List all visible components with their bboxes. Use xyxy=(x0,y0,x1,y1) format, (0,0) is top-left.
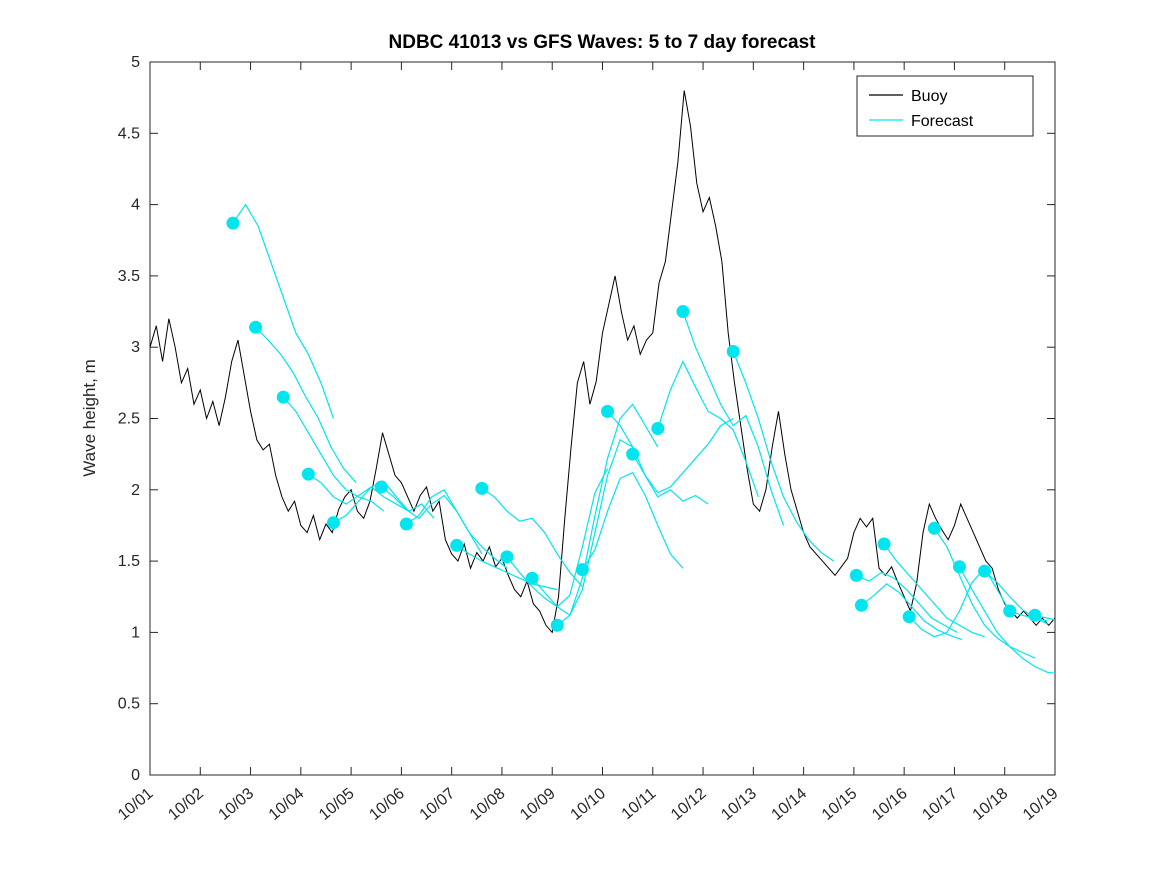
forecast-line xyxy=(531,439,633,617)
x-tick-label: 10/13 xyxy=(718,785,760,824)
x-tick-label: 10/02 xyxy=(165,785,207,824)
forecast-start-marker xyxy=(902,610,916,624)
forecast-start-marker xyxy=(601,404,615,418)
legend-forecast-label: Forecast xyxy=(911,113,974,130)
forecast-lines xyxy=(232,203,1055,674)
y-tick-label: 0.5 xyxy=(118,696,140,713)
forecast-start-marker xyxy=(626,447,640,461)
forecast-start-marker xyxy=(676,305,690,319)
forecast-start-marker xyxy=(927,521,941,535)
forecast-start-marker xyxy=(1028,608,1042,622)
forecast-start-marker xyxy=(327,516,341,530)
forecast-line xyxy=(456,544,558,591)
y-tick-labels: 0 0.5 1 1.5 2 2.5 3 3.5 4 4.5 5 xyxy=(118,54,140,784)
forecast-line xyxy=(406,488,508,569)
x-tick-label: 10/10 xyxy=(567,785,609,824)
x-tick-label: 10/08 xyxy=(467,785,509,824)
forecast-line xyxy=(607,410,709,505)
y-tick-label: 0 xyxy=(131,767,140,784)
forecast-line xyxy=(581,471,684,570)
legend: Buoy Forecast xyxy=(856,75,1034,137)
y-tick-label: 1.5 xyxy=(118,553,140,570)
forecast-start-marker xyxy=(877,537,891,551)
forecast-line xyxy=(632,417,734,494)
forecast-start-marker xyxy=(276,390,290,404)
x-tick-label: 10/05 xyxy=(316,785,358,824)
y-tick-label: 4.5 xyxy=(118,125,140,142)
x-tick-label: 10/12 xyxy=(668,785,710,824)
forecast-start-marker xyxy=(301,467,315,481)
forecast-start-marker xyxy=(726,344,740,358)
series-group xyxy=(150,90,1055,674)
forecast-line xyxy=(481,487,583,588)
forecast-line xyxy=(255,326,357,484)
forecast-line xyxy=(908,567,1011,638)
forecast-line xyxy=(308,473,410,512)
x-tick-label: 10/07 xyxy=(417,785,459,824)
forecast-start-marker xyxy=(575,563,589,577)
forecast-start-marker xyxy=(978,564,992,578)
forecast-start-marker xyxy=(500,550,514,564)
x-tick-label: 10/09 xyxy=(517,785,559,824)
y-tick-label: 3 xyxy=(131,339,140,356)
y-tick-label: 3.5 xyxy=(118,268,140,285)
forecast-start-marker xyxy=(550,618,564,632)
forecast-start-marker xyxy=(1003,604,1017,618)
forecast-start-marker xyxy=(651,421,665,435)
x-tick-labels: 10/01 10/02 10/03 10/04 10/05 10/06 10/07 10/08… xyxy=(115,785,1062,824)
x-tick-label: 10/11 xyxy=(619,785,660,823)
forecast-line xyxy=(282,396,385,512)
y-tick-label: 5 xyxy=(131,54,140,71)
legend-box xyxy=(856,75,1034,137)
forecast-line xyxy=(856,571,958,633)
x-tick-label: 10/15 xyxy=(819,785,861,824)
forecast-line xyxy=(958,566,1055,674)
x-tick-label: 10/14 xyxy=(769,785,811,824)
plot-box xyxy=(149,61,1056,776)
forecast-line xyxy=(883,543,985,638)
y-tick-label: 1 xyxy=(131,624,140,641)
forecast-line xyxy=(657,360,759,498)
y-axis-label: Wave height, m xyxy=(80,359,99,476)
x-tick-label: 10/03 xyxy=(216,785,258,824)
forecast-start-marker xyxy=(952,560,966,574)
x-tick-label: 10/04 xyxy=(266,785,308,824)
y-tick-label: 4 xyxy=(131,197,140,214)
forecast-start-marker xyxy=(226,216,240,230)
forecast-start-marker xyxy=(399,517,413,531)
forecast-start-marker xyxy=(450,538,464,552)
x-tick-label: 10/17 xyxy=(919,785,961,824)
forecast-markers xyxy=(226,216,1042,632)
forecast-start-marker xyxy=(249,320,263,334)
forecast-start-marker xyxy=(849,568,863,582)
forecast-start-marker xyxy=(475,481,489,495)
forecast-line xyxy=(506,468,609,608)
forecast-line xyxy=(682,311,785,526)
forecast-start-marker xyxy=(374,480,388,494)
chart-title: NDBC 41013 vs GFS Waves: 5 to 7 day fore… xyxy=(389,32,817,53)
x-tick-label: 10/01 xyxy=(115,785,157,824)
x-tick-label: 10/18 xyxy=(970,785,1012,824)
forecast-line xyxy=(732,351,835,562)
x-tick-label: 10/06 xyxy=(366,785,408,824)
y-tick-label: 2 xyxy=(131,482,140,499)
forecast-line xyxy=(556,403,659,626)
x-tick-label: 10/16 xyxy=(869,785,911,824)
forecast-start-marker xyxy=(854,598,868,612)
forecast-start-marker xyxy=(525,571,539,585)
y-tick-label: 2.5 xyxy=(118,411,140,428)
forecast-line xyxy=(232,203,335,419)
buoy-line xyxy=(150,90,1055,634)
legend-buoy-label: Buoy xyxy=(911,88,947,105)
x-tick-label: 10/19 xyxy=(1020,785,1062,824)
axis-ticks xyxy=(149,61,1056,776)
forecast-line xyxy=(933,527,1036,659)
